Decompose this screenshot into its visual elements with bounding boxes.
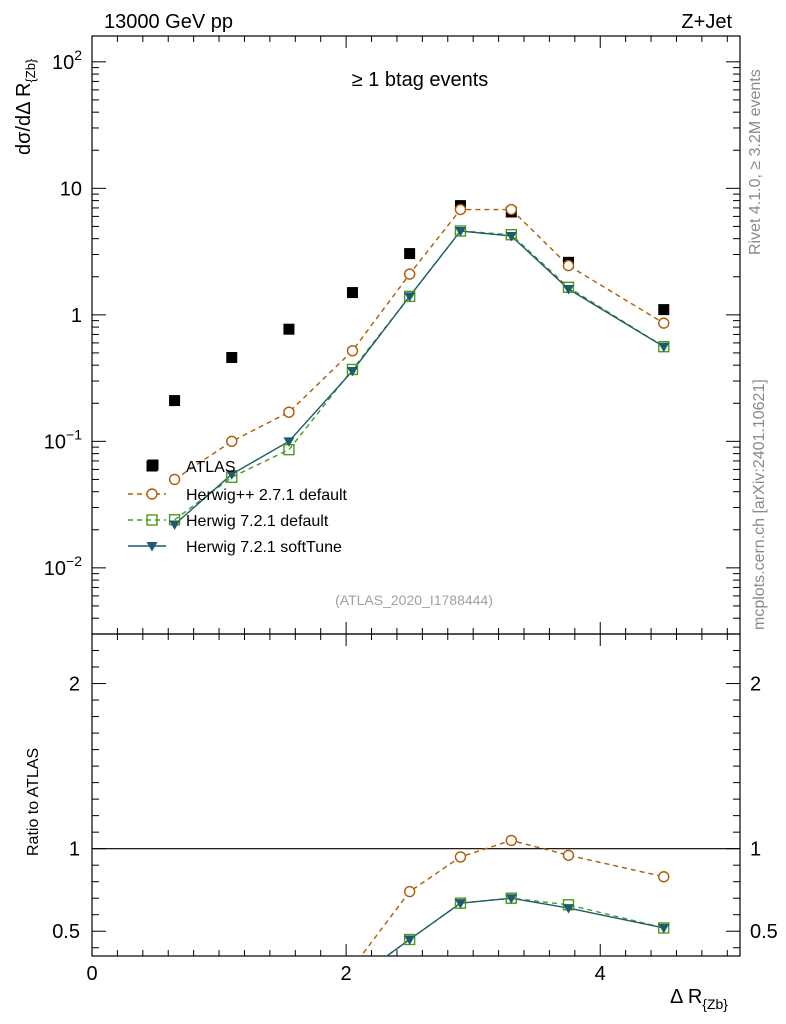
y-tick-label: 10−1	[44, 426, 82, 453]
legend-label-herwig-7-2-1-default: Herwig 7.2.1 default	[186, 513, 329, 530]
rivet-version-label: Rivet 4.1.0, ≥ 3.2M events	[747, 69, 764, 255]
ratio-series-markers	[403, 834, 670, 946]
main-series-lines	[174, 208, 665, 526]
ratio-point-herwig-2-7-1-default	[658, 871, 670, 883]
ratio-tick-label: 0.5	[52, 921, 80, 943]
data-point-atlas	[404, 248, 416, 260]
ratio-point-herwig-7-2-1-softtune	[505, 894, 517, 904]
chart-title: ≥ 1 btag events	[352, 69, 489, 91]
process-label: Z+Jet	[681, 11, 732, 33]
y-tick-label: 1	[71, 305, 82, 327]
data-point-herwig-7-2-1-softtune	[404, 292, 416, 302]
x-tick-label: 2	[341, 963, 352, 985]
ratio-tick-label-right: 2	[750, 674, 761, 696]
data-point-herwig-7-2-1-softtune	[562, 285, 574, 295]
data-point-herwig-2-7-1-default	[454, 203, 467, 216]
ratio-series-lines	[360, 839, 664, 956]
y-tick-label: 10−2	[44, 553, 82, 580]
legend-label-herwig-7-2-1-softtune: Herwig 7.2.1 softTune	[186, 539, 342, 556]
data-point-herwig-2-7-1-default	[226, 435, 238, 448]
ratio-point-herwig-7-2-1-softtune	[658, 923, 670, 934]
data-point-herwig-7-2-1-softtune	[454, 226, 466, 237]
ratio-point-herwig-2-7-1-default	[454, 851, 467, 863]
energy-label: 13000 GeV pp	[104, 11, 233, 33]
ratio-point-herwig-7-2-1-softtune	[562, 904, 574, 914]
ratio-tick-label: 1	[69, 839, 80, 861]
x-axis-label: Δ R{Zb}	[670, 986, 728, 1012]
data-point-atlas	[346, 287, 358, 299]
legend-label-herwig-2-7-1-default: Herwig++ 2.7.1 default	[186, 487, 348, 504]
ratio-y-axis-label: Ratio to ATLAS	[25, 748, 42, 856]
svg-text:Δ R{Zb}: Δ R{Zb}	[670, 986, 728, 1012]
data-point-herwig-2-7-1-default	[283, 406, 295, 418]
svg-text:dσ/dΔ R{Zb}: dσ/dΔ R{Zb}	[13, 58, 38, 155]
series-line-herwig-2-7-1-default	[174, 208, 665, 481]
data-point-herwig-7-2-1-softtune	[169, 520, 181, 531]
legend-marker-herwig-7-2-1-default	[146, 514, 158, 526]
legend-marker-herwig-2-7-1-default	[146, 488, 158, 500]
data-point-herwig-7-2-1-softtune	[226, 470, 238, 480]
legend-marker-herwig-7-2-1-softtune	[146, 542, 158, 552]
x-tick-label: 4	[595, 963, 606, 985]
ratio-point-herwig-7-2-1-softtune	[404, 935, 416, 945]
series-line-herwig-7-2-1-default	[174, 230, 665, 521]
ratio-tick-label: 2	[69, 674, 80, 696]
ratio-point-herwig-7-2-1-softtune	[454, 899, 466, 909]
ratio-plot-frame	[91, 633, 741, 957]
data-point-atlas	[169, 395, 181, 407]
ratio-line-herwig-2-7-1-default	[360, 839, 664, 956]
ratio-point-herwig-2-7-1-default	[562, 849, 575, 861]
x-tick-label: 0	[86, 963, 97, 985]
legend-marker-atlas	[146, 460, 158, 472]
legend-label-atlas: ATLAS	[186, 459, 236, 476]
ratio-line-herwig-7-2-1-default	[385, 897, 664, 956]
series-line-herwig-7-2-1-softtune	[174, 230, 665, 526]
data-point-herwig-2-7-1-default	[403, 268, 416, 280]
data-point-herwig-7-2-1-softtune	[283, 437, 295, 447]
data-point-herwig-2-7-1-default	[505, 203, 517, 216]
data-point-herwig-7-2-1-softtune	[658, 342, 670, 353]
analysis-id-label: (ATLAS_2020_I1788444)	[335, 592, 493, 608]
ratio-point-herwig-2-7-1-default	[505, 834, 517, 847]
y-tick-label: 10	[60, 178, 82, 200]
mcplots-label: mcplots.cern.ch [arXiv:2401.10621]	[751, 379, 768, 630]
ratio-tick-label-right: 1	[750, 839, 761, 861]
data-point-herwig-7-2-1-softtune	[346, 366, 358, 377]
data-point-herwig-2-7-1-default	[658, 317, 670, 329]
data-point-herwig-2-7-1-default	[346, 345, 359, 357]
data-point-herwig-2-7-1-default	[168, 473, 181, 486]
ratio-tick-label-right: 0.5	[750, 921, 778, 943]
data-point-atlas	[226, 352, 238, 364]
y-tick-label: 102	[52, 47, 82, 74]
ratio-line-herwig-7-2-1-softtune	[385, 897, 664, 956]
data-point-herwig-7-2-1-softtune	[505, 231, 517, 242]
data-point-atlas	[283, 323, 295, 335]
data-point-herwig-2-7-1-default	[562, 259, 575, 272]
ratio-point-herwig-2-7-1-default	[403, 885, 416, 898]
y-axis-label: dσ/dΔ R{Zb}	[13, 58, 38, 155]
data-point-atlas	[658, 304, 670, 316]
